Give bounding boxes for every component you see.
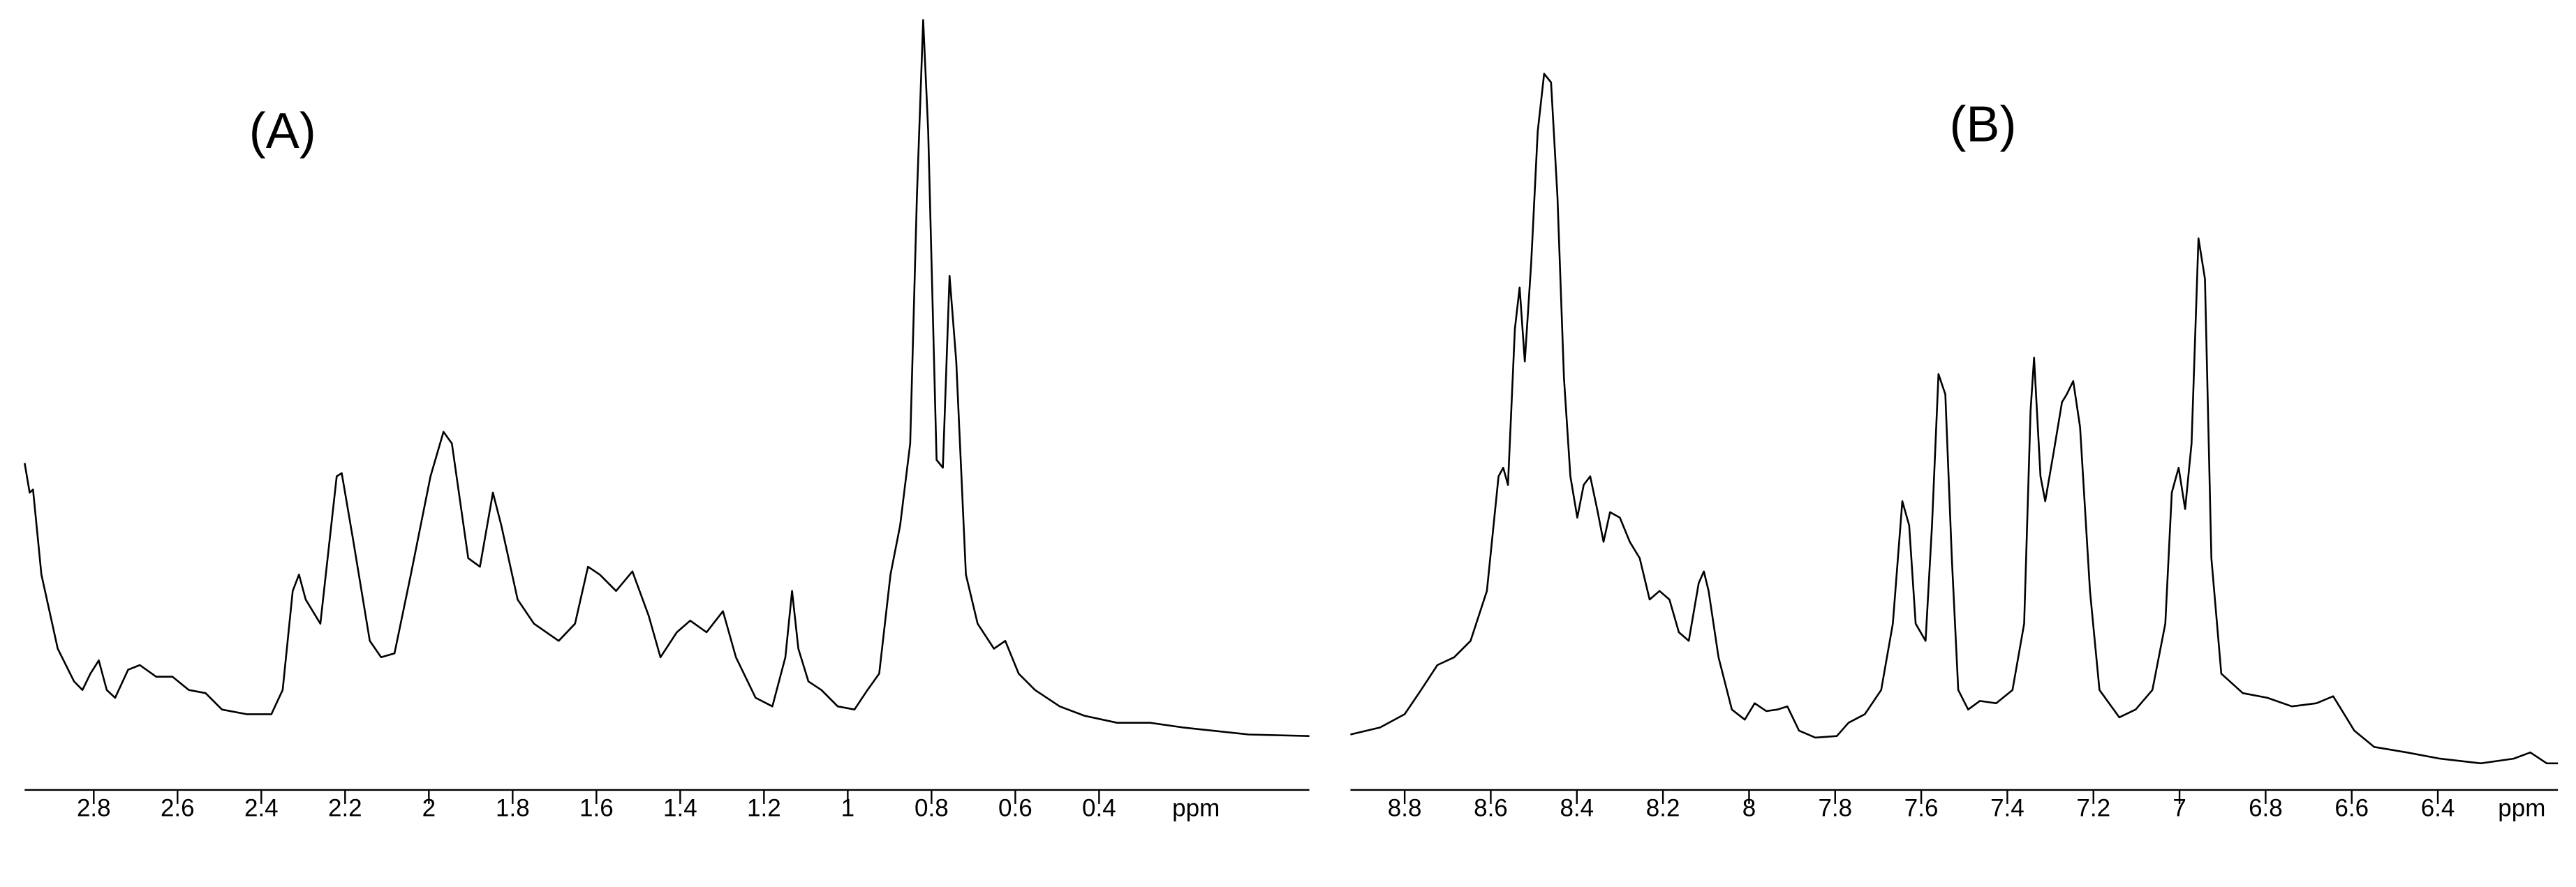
x-tick-label: 1.6 bbox=[579, 794, 614, 821]
x-axis-label: ppm bbox=[2498, 794, 2545, 821]
x-tick-label: 2.4 bbox=[244, 794, 279, 821]
spectrum-line bbox=[24, 19, 1310, 737]
x-tick-label: 6.6 bbox=[2334, 794, 2369, 821]
x-tick-label: 7.2 bbox=[2076, 794, 2110, 821]
x-tick-label: 7 bbox=[2172, 794, 2186, 821]
x-tick-label: 0.4 bbox=[1082, 794, 1116, 821]
x-tick-label: 6.8 bbox=[2249, 794, 2283, 821]
x-tick-label: 1 bbox=[841, 794, 854, 821]
spectrum-line bbox=[1350, 73, 2559, 765]
x-tick-label: 1.4 bbox=[663, 794, 697, 821]
x-tick-label: 2 bbox=[422, 794, 436, 821]
x-tick-label: 6.4 bbox=[2421, 794, 2455, 821]
x-tick-label: 7.4 bbox=[1990, 794, 2024, 821]
x-tick-label: 8.4 bbox=[1560, 794, 1594, 821]
x-tick-label: 2.6 bbox=[161, 794, 195, 821]
panel-title: (B) bbox=[1949, 97, 2016, 153]
x-tick-label: 8.6 bbox=[1474, 794, 1508, 821]
x-tick-label: 8.8 bbox=[1388, 794, 1422, 821]
x-tick-label: 8.2 bbox=[1646, 794, 1680, 821]
x-tick-label: 2.8 bbox=[77, 794, 111, 821]
x-tick-label: 2.2 bbox=[328, 794, 362, 821]
x-tick-label: 1.2 bbox=[747, 794, 781, 821]
x-axis-label: ppm bbox=[1172, 794, 1220, 821]
x-tick-label: 1.8 bbox=[496, 794, 530, 821]
x-tick-label: 7.6 bbox=[1904, 794, 1939, 821]
x-tick-label: 8 bbox=[1742, 794, 1756, 821]
x-tick-label: 7.8 bbox=[1818, 794, 1852, 821]
panel-title: (A) bbox=[249, 103, 316, 159]
x-tick-label: 0.6 bbox=[998, 794, 1032, 821]
x-tick-label: 0.8 bbox=[915, 794, 949, 821]
